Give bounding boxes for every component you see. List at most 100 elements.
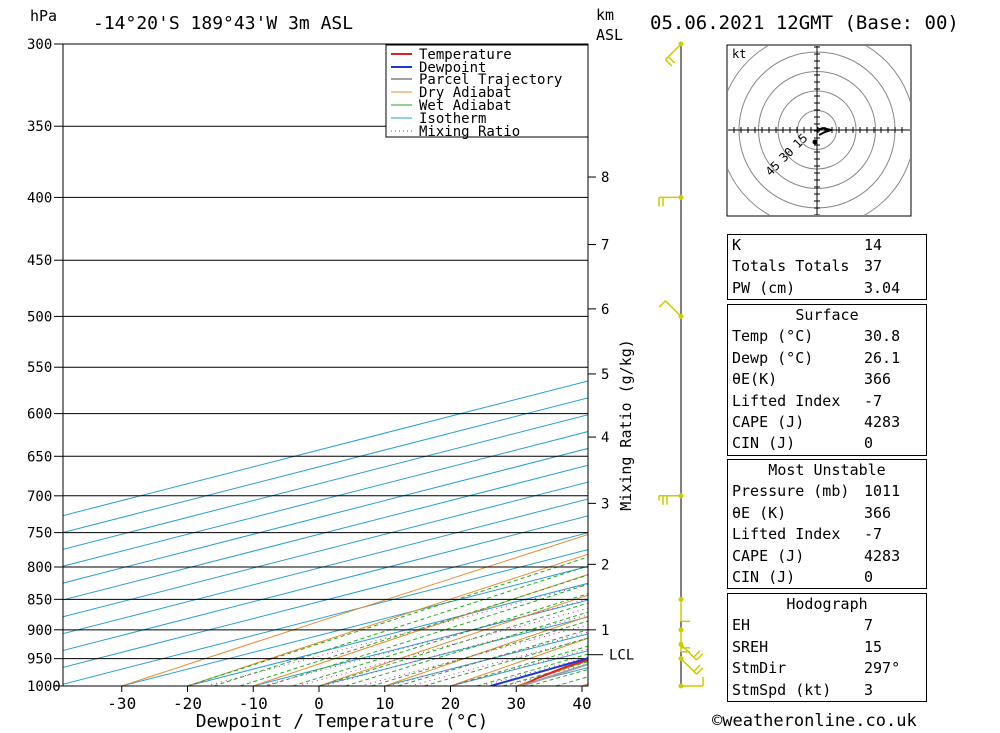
- legend-label-mixing-ratio: Mixing Ratio: [419, 124, 520, 140]
- dry-adiabat-line: [977, 35, 1000, 686]
- indices-panel: K 14 Totals Totals 37 PW (cm) 3.04: [727, 234, 927, 301]
- isotherm-line: [63, 532, 588, 668]
- km-tick-label: 8: [601, 170, 609, 186]
- mu-row-pressure: Pressure (mb) 1011: [728, 481, 926, 502]
- wind-level-dot: [678, 627, 684, 633]
- hodo-value: 297°: [864, 659, 901, 678]
- wind-level-dot: [678, 656, 684, 662]
- dry-adiabat-line: [121, 533, 588, 686]
- km-tick-label: 6: [601, 302, 609, 318]
- surface-row-cin: CIN (J) 0: [728, 433, 926, 454]
- grid-lines: [63, 35, 1000, 686]
- surface-value: 26.1: [864, 348, 901, 367]
- km-tick-label: 3: [601, 496, 609, 512]
- index-label: PW (cm): [732, 278, 796, 297]
- pressure-tick-label: 950: [27, 652, 52, 668]
- pressure-unit-label: hPa: [30, 7, 57, 25]
- dry-adiabat-line: [253, 573, 588, 686]
- mu-value: -7: [864, 525, 883, 544]
- mixing-ratio-axis-title: Mixing Ratio (g/kg): [617, 339, 635, 511]
- km-label: km: [596, 6, 614, 24]
- dry-adiabat-line: [318, 594, 588, 686]
- surface-row-thetae: θE(K) 366: [728, 369, 926, 390]
- legend-label-dewpoint: Dewpoint: [419, 60, 486, 76]
- mu-value: 366: [864, 503, 892, 522]
- hodograph-params-title: Hodograph: [786, 595, 868, 613]
- legend-label-dry-adiabat: Dry Adiabat: [419, 85, 512, 101]
- mu-label: CIN (J): [732, 567, 796, 586]
- temperature-tick-label: -20: [173, 694, 202, 713]
- most-unstable-panel: Most Unstable Pressure (mb) 1011 θE (K) 36…: [727, 459, 927, 590]
- mu-label: θE (K): [732, 503, 787, 522]
- index-row-totals: Totals Totals 37: [728, 256, 926, 277]
- hodo-row-eh: EH 7: [728, 615, 926, 636]
- pressure-tick-label: 400: [27, 190, 52, 206]
- surface-row-temp: Temp (°C) 30.8: [728, 326, 926, 347]
- wind-barb-shaft: [664, 43, 682, 61]
- index-label: K: [732, 236, 742, 254]
- pressure-tick-label: 850: [27, 592, 52, 608]
- legend-label-wet-adiabat: Wet Adiabat: [419, 98, 512, 114]
- mu-label: Lifted Index: [732, 525, 841, 544]
- isotherm-line: [63, 464, 588, 601]
- surface-row-cape: CAPE (J) 4283: [728, 412, 926, 433]
- temperature-tick-label: 10: [375, 694, 394, 713]
- hodograph-trace: [816, 126, 835, 136]
- wind-barb-flag: [664, 59, 673, 67]
- surface-label: θE(K): [732, 370, 778, 389]
- wind-barb-flag: [696, 653, 704, 661]
- mu-row-thetae: θE (K) 366: [728, 503, 926, 524]
- pressure-tick-label: 350: [27, 119, 52, 135]
- temperature-tick-label: 40: [572, 694, 591, 713]
- pressure-tick-label: 600: [27, 407, 52, 423]
- wind-level-dot: [678, 41, 684, 47]
- surface-label: Lifted Index: [732, 391, 841, 410]
- pressure-tick-label: 450: [27, 253, 52, 269]
- wind-level-dot: [678, 493, 684, 499]
- mu-row-cape: CAPE (J) 4283: [728, 546, 926, 567]
- mu-label: CAPE (J): [732, 546, 805, 565]
- temperature-tick-label: -30: [107, 694, 136, 713]
- km-tick-label: 7: [601, 238, 609, 254]
- surface-panel: Surface Temp (°C) 30.8 Dewp (°C) 26.1 θE(K…: [727, 304, 927, 456]
- hodograph-storm-motion: [812, 139, 818, 145]
- legend-label-temperature: Temperature: [419, 47, 512, 63]
- surface-label: Dewp (°C): [732, 348, 814, 367]
- pressure-tick-label: 750: [27, 526, 52, 542]
- most-unstable-title: Most Unstable: [768, 461, 886, 479]
- wind-level-dot: [678, 194, 684, 200]
- pressure-tick-label: 650: [27, 449, 52, 465]
- wind-barb-flag: [696, 667, 704, 675]
- isotherm-line: [63, 498, 588, 635]
- asl-label: ASL: [596, 26, 623, 44]
- wind-barb-flag: [693, 664, 701, 672]
- km-tick-label: 1: [601, 623, 609, 639]
- wind-barb-shaft: [664, 300, 682, 317]
- wind-barb-flag: [667, 56, 676, 64]
- surface-value: -7: [864, 391, 883, 410]
- mu-value: 1011: [864, 482, 901, 501]
- hodo-label: StmSpd (kt): [732, 680, 832, 699]
- wind-barb-flag: [658, 300, 666, 308]
- isotherm-line: [121, 565, 588, 686]
- wind-barb-flag: [693, 650, 701, 658]
- km-tick-label: 5: [601, 367, 609, 383]
- index-row-k: K 14: [728, 235, 926, 256]
- plot-frame: [62, 43, 589, 687]
- legend-box: [385, 44, 589, 138]
- legend-label-parcel: Parcel Trajectory: [419, 72, 562, 88]
- km-tick-label: 4: [601, 430, 609, 446]
- surface-row-lifted-index: Lifted Index -7: [728, 391, 926, 412]
- surface-label: Temp (°C): [732, 327, 814, 346]
- temperature-tick-label: 30: [507, 694, 526, 713]
- mu-value: 0: [864, 567, 874, 586]
- surface-value: 30.8: [864, 327, 901, 346]
- mu-value: 4283: [864, 546, 901, 565]
- hodograph-unit: kt: [732, 47, 746, 61]
- pressure-tick-label: 800: [27, 560, 52, 576]
- location-title: -14°20'S 189°43'W 3m ASL: [93, 13, 353, 34]
- pressure-tick-label: 1000: [27, 679, 61, 695]
- axes: 1234681015202530035040045050055060065070…: [27, 37, 634, 713]
- datetime-title: 05.06.2021 12GMT (Base: 00): [650, 12, 959, 34]
